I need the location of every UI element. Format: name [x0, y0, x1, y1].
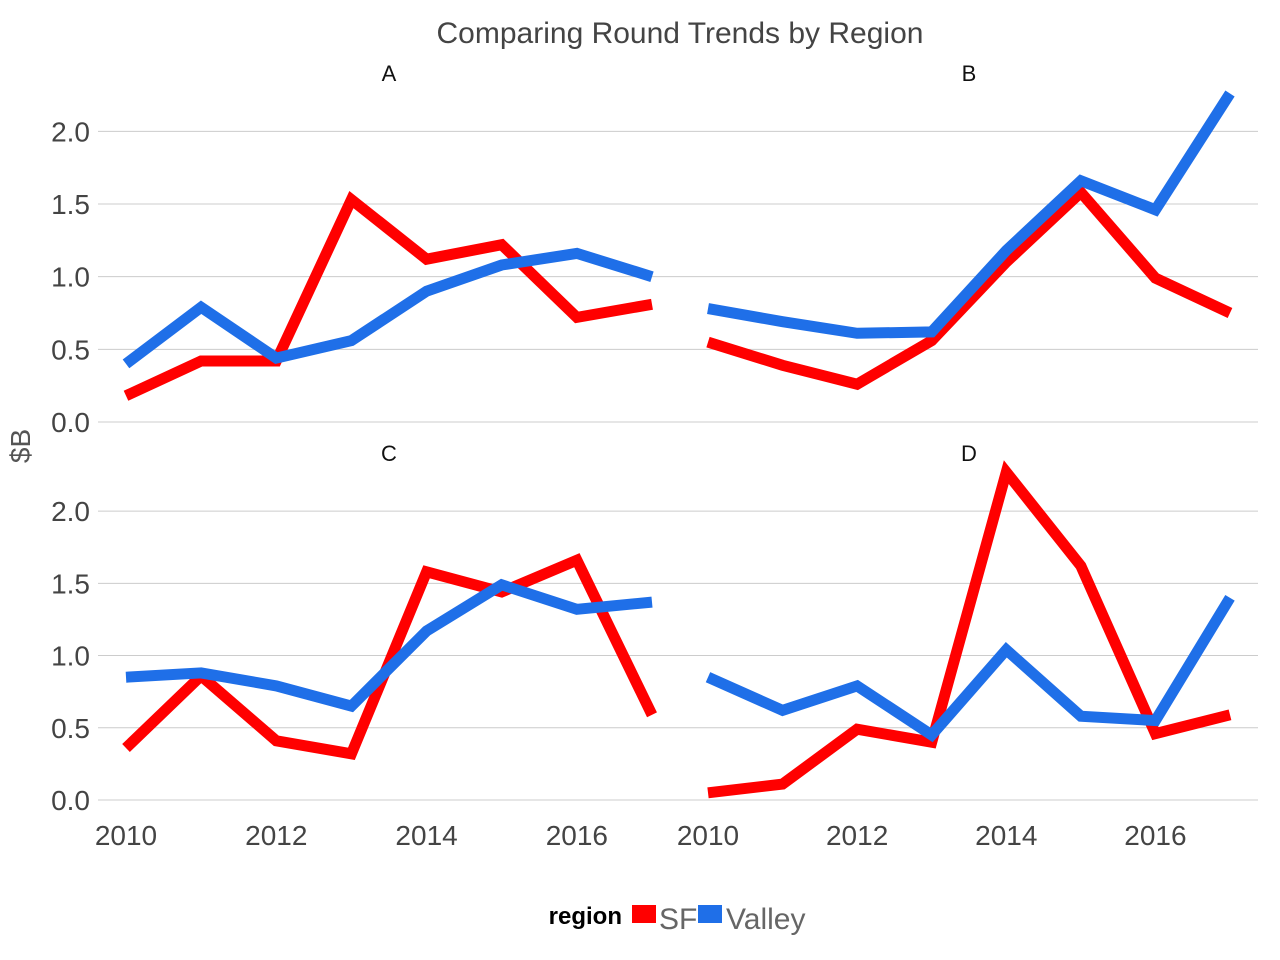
series-line-valley	[705, 594, 1235, 743]
legend: region SF Valley	[549, 903, 806, 936]
legend-title: region	[549, 903, 622, 930]
facet-d: D 2010 2012 2014 2016	[677, 441, 1258, 851]
facet-label: B	[962, 61, 977, 86]
legend-key-valley	[698, 905, 722, 923]
series-line-valley	[122, 247, 654, 369]
series-line-valley	[125, 578, 653, 713]
legend-key-sf	[632, 905, 656, 923]
facet-b: B	[680, 61, 1258, 423]
y-tick-label: 1.0	[51, 262, 90, 293]
facet-label: A	[382, 61, 397, 86]
y-tick-label: 2.0	[51, 116, 90, 147]
x-tick-label: 2010	[95, 820, 157, 851]
y-tick-label: 1.5	[51, 189, 90, 220]
facets: A 0.0 0.5 1.0 1.5 2.0 B C 0.0 0.5 1.0 1.5 2.0 2010 201…	[51, 61, 1258, 851]
y-tick-label: 2.0	[51, 496, 90, 527]
y-tick-label: 0.5	[51, 334, 90, 365]
y-tick-label: 0.0	[51, 785, 90, 816]
y-tick-label: 1.0	[51, 641, 90, 672]
y-tick-label: 1.5	[51, 568, 90, 599]
series-line-sf	[707, 460, 1232, 799]
facet-c: C 0.0 0.5 1.0 1.5 2.0 2010 2012 2014 2016	[51, 441, 680, 851]
y-tick-label: 0.5	[51, 713, 90, 744]
y-tick-label: 0.0	[51, 407, 90, 438]
facet-label: D	[961, 441, 977, 466]
chart-title: Comparing Round Trends by Region	[437, 17, 924, 50]
series-line-sf	[706, 184, 1233, 391]
x-tick-label: 2014	[975, 820, 1037, 851]
x-tick-label: 2012	[826, 820, 888, 851]
x-tick-label: 2016	[1124, 820, 1186, 851]
y-axis-label: $B	[5, 429, 36, 463]
facet-label: C	[381, 441, 397, 466]
series-line-sf	[123, 190, 653, 401]
x-tick-label: 2016	[546, 820, 608, 851]
facet-a: A 0.0 0.5 1.0 1.5 2.0	[51, 61, 680, 438]
x-tick-label: 2014	[395, 820, 457, 851]
series-line-sf	[122, 553, 657, 760]
x-tick-label: 2012	[245, 820, 307, 851]
x-tick-label: 2010	[677, 820, 739, 851]
series-line-valley	[707, 90, 1235, 339]
legend-label-sf: SF	[659, 903, 697, 936]
legend-label-valley: Valley	[726, 903, 805, 936]
